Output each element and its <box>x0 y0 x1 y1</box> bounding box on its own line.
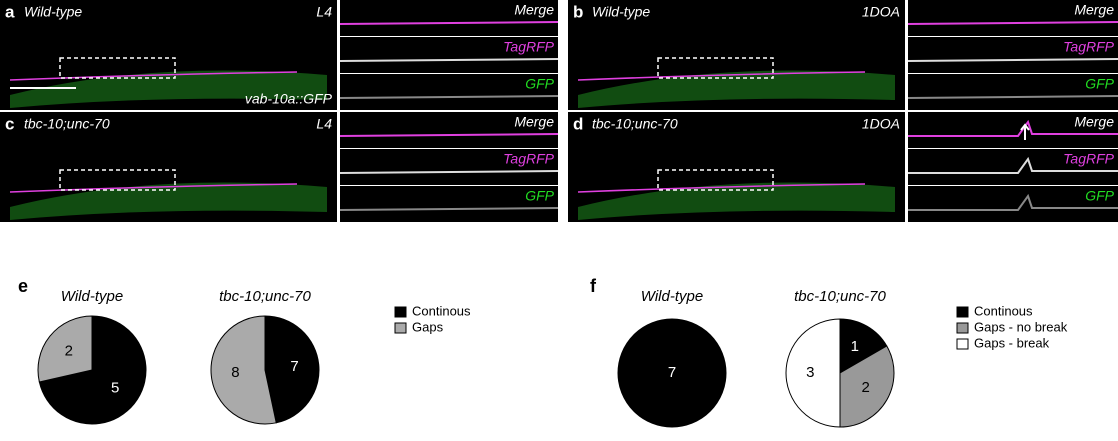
channel-label: TagRFP <box>503 39 555 55</box>
panel-letter: b <box>573 2 583 21</box>
strain-label: tbc-10;unc-70 <box>592 116 678 132</box>
pie-value-label: 7 <box>668 364 676 381</box>
stage-label: L4 <box>316 116 332 132</box>
channel-label: TagRFP <box>1063 151 1115 167</box>
pie-value-label: 2 <box>65 342 73 359</box>
pie-value-label: 8 <box>231 364 239 381</box>
legend-label: Gaps - break <box>974 335 1050 350</box>
strain-label: tbc-10;unc-70 <box>24 116 110 132</box>
strain-label: Wild-type <box>592 4 650 20</box>
pie-value-label: 2 <box>862 379 870 396</box>
pie-title: tbc-10;unc-70 <box>219 288 311 305</box>
channel-label: TagRFP <box>503 151 555 167</box>
channel-label: GFP <box>1085 76 1114 92</box>
legend-swatch <box>957 339 968 349</box>
panel-letter: f <box>590 276 597 296</box>
legend-swatch <box>957 323 968 333</box>
legend-label: Gaps - no break <box>974 319 1068 334</box>
legend-label: Continous <box>974 303 1033 318</box>
pie-value-label: 7 <box>290 358 298 375</box>
caption: vab-10a::GFP <box>245 91 333 107</box>
pie-title: Wild-type <box>641 288 703 305</box>
pie-value-label: 3 <box>806 364 814 381</box>
pie-title: Wild-type <box>61 288 123 305</box>
legend-swatch <box>395 307 406 317</box>
legend-label: Continous <box>412 303 471 318</box>
legend-swatch <box>957 307 968 317</box>
channel-label: GFP <box>525 188 554 204</box>
panel-letter: d <box>573 114 583 133</box>
panel-letter: e <box>18 276 28 296</box>
pie-value-label: 5 <box>111 379 119 396</box>
channel-label: Merge <box>1074 2 1114 18</box>
channel-label: Merge <box>1074 114 1114 130</box>
panel-letter: c <box>5 114 14 133</box>
legend-swatch <box>395 323 406 333</box>
channel-label: Merge <box>514 2 554 18</box>
legend-label: Gaps <box>412 319 444 334</box>
channel-label: GFP <box>1085 188 1114 204</box>
channel-label: GFP <box>525 76 554 92</box>
pie-value-label: 1 <box>851 338 859 355</box>
pie-title: tbc-10;unc-70 <box>794 288 886 305</box>
strain-label: Wild-type <box>24 4 82 20</box>
panel-letter: a <box>5 2 15 21</box>
stage-label: 1DOA <box>862 116 900 132</box>
stage-label: 1DOA <box>862 4 900 20</box>
stage-label: L4 <box>316 4 332 20</box>
figure: aWild-typeL4vab-10a::GFPMergeTagRFPGFPbW… <box>0 0 1118 441</box>
channel-label: TagRFP <box>1063 39 1115 55</box>
channel-label: Merge <box>514 114 554 130</box>
